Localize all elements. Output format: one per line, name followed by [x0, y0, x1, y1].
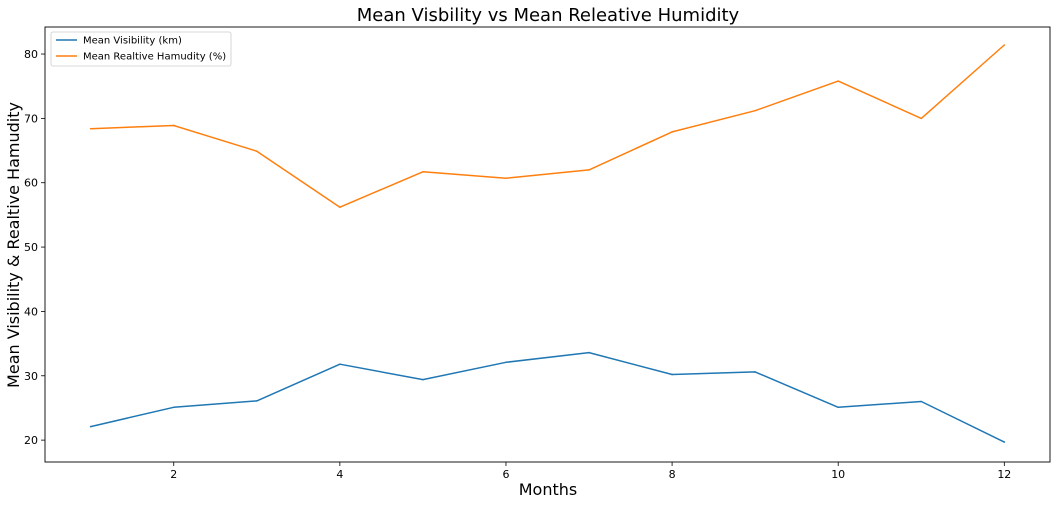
data-point-0-5	[422, 378, 424, 381]
series-line-1	[90, 44, 1005, 208]
y-tick-label: 50	[24, 241, 38, 254]
series-line-0	[90, 351, 1005, 443]
legend: Mean Visibility (km) Mean Realtive Hamudi…	[50, 31, 232, 67]
data-point-0-3	[255, 400, 258, 402]
data-point-1-7	[588, 169, 590, 171]
data-point-1-9	[754, 109, 756, 112]
data-point-1-8	[671, 131, 673, 133]
data-point-0-12	[1003, 441, 1006, 443]
data-point-0-6	[505, 361, 507, 364]
x-axis: 2 4 6 8 10 12	[170, 462, 1011, 481]
x-tick-label: 8	[669, 468, 676, 481]
y-tick-label: 70	[24, 112, 38, 125]
x-tick-label: 2	[170, 468, 177, 481]
x-tick-label: 4	[336, 468, 343, 481]
data-point-0-1	[89, 425, 92, 428]
legend-label-1: Mean Realtive Hamudity (%)	[83, 52, 226, 63]
data-point-0-10	[837, 406, 840, 409]
data-point-1-6	[505, 177, 507, 180]
x-tick-label: 6	[502, 468, 509, 481]
y-tick-label: 80	[24, 48, 38, 61]
y-axis: 20 30 40 50 60 70 80	[24, 48, 45, 447]
data-point-0-4	[339, 363, 341, 365]
y-tick-label: 60	[24, 177, 38, 190]
data-point-1-11	[920, 117, 923, 120]
chart-title: Mean Visbility vs Mean Releative Humidit…	[357, 5, 740, 26]
data-point-1-3	[255, 150, 258, 152]
data-point-1-12	[1003, 44, 1006, 46]
data-point-0-8	[671, 373, 673, 376]
data-point-1-10	[837, 80, 840, 82]
x-axis-label: Months	[519, 480, 577, 499]
data-point-1-2	[172, 124, 175, 127]
legend-box	[50, 31, 232, 67]
y-axis-label: Mean Visibility & Realtive Hamudity	[4, 102, 23, 388]
y-tick-label: 40	[24, 305, 38, 318]
data-point-1-1	[89, 127, 92, 130]
plot-area	[44, 26, 1051, 463]
y-tick-label: 20	[24, 434, 38, 447]
data-point-0-9	[754, 371, 756, 373]
data-point-0-7	[588, 351, 590, 354]
legend-label-0: Mean Visibility (km)	[83, 36, 182, 47]
data-point-0-11	[920, 400, 923, 403]
x-tick-label: 10	[831, 468, 845, 481]
series-lines	[89, 44, 1006, 443]
data-point-0-2	[172, 406, 175, 409]
plot-frame	[44, 26, 1051, 463]
y-tick-label: 30	[24, 370, 38, 383]
data-point-1-4	[339, 206, 341, 208]
data-point-1-5	[422, 170, 424, 173]
x-tick-label: 12	[997, 468, 1011, 481]
